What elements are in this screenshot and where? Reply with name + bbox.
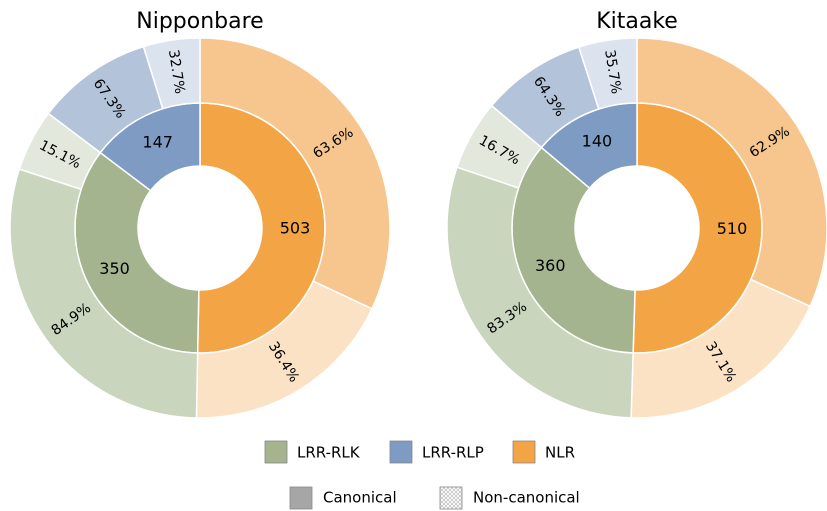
slice-value: 360 — [535, 256, 566, 275]
outer-slice — [9, 168, 199, 419]
slice-value: 503 — [280, 218, 311, 237]
legend-swatch — [439, 486, 463, 510]
legend-label: LRR-RLK — [297, 444, 361, 462]
slice-value: 147 — [142, 132, 173, 151]
legend-swatch — [512, 440, 536, 464]
slice-value: 510 — [717, 219, 748, 238]
chart-title: Nipponbare — [136, 9, 263, 34]
outer-slice — [577, 37, 638, 110]
legend-label: Non-canonical — [473, 489, 580, 507]
outer-slice — [636, 37, 827, 308]
legend-swatch — [264, 440, 288, 464]
outer-slice — [142, 37, 201, 110]
chart-title: Kitaake — [596, 9, 678, 34]
slice-percent: 35.7% — [601, 49, 624, 95]
slice-percent: 32.7% — [165, 49, 188, 95]
slice-value: 140 — [582, 131, 613, 150]
outer-slice — [199, 37, 391, 310]
legend: LRR-RLK LRR-RLP NLR Canonical Non-canonical — [264, 440, 580, 510]
legend-label: NLR — [545, 444, 575, 462]
outer-slice — [446, 166, 634, 419]
legend-label: LRR-RLP — [422, 444, 484, 462]
legend-label: Canonical — [323, 489, 397, 507]
legend-swatch — [389, 440, 413, 464]
legend-swatch — [289, 486, 313, 510]
slice-value: 350 — [99, 259, 130, 278]
